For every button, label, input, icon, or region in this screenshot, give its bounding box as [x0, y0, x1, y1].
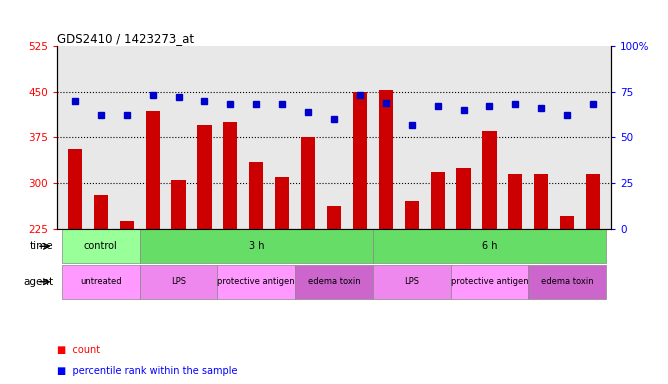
- Text: time: time: [30, 241, 53, 251]
- Bar: [217, 265, 295, 299]
- Bar: [140, 229, 373, 263]
- Bar: [223, 122, 238, 228]
- Bar: [140, 265, 217, 299]
- Bar: [146, 111, 160, 228]
- Bar: [482, 131, 496, 228]
- Text: LPS: LPS: [171, 277, 186, 286]
- Text: untreated: untreated: [80, 277, 122, 286]
- Bar: [94, 195, 108, 228]
- Text: 6 h: 6 h: [482, 241, 497, 251]
- Bar: [62, 229, 140, 263]
- Bar: [353, 92, 367, 228]
- Text: protective antigen: protective antigen: [451, 277, 528, 286]
- Bar: [275, 177, 289, 228]
- Bar: [301, 137, 315, 228]
- Bar: [67, 149, 82, 228]
- Bar: [379, 91, 393, 228]
- Bar: [586, 174, 601, 228]
- Bar: [534, 174, 548, 228]
- Bar: [456, 168, 471, 228]
- Bar: [295, 265, 373, 299]
- Text: 3 h: 3 h: [248, 241, 264, 251]
- Bar: [373, 265, 451, 299]
- Bar: [327, 206, 341, 228]
- Text: LPS: LPS: [404, 277, 420, 286]
- Bar: [249, 162, 263, 228]
- Text: ■  count: ■ count: [57, 345, 100, 355]
- Bar: [405, 201, 419, 228]
- Text: edema toxin: edema toxin: [541, 277, 593, 286]
- Bar: [62, 265, 140, 299]
- Text: protective antigen: protective antigen: [218, 277, 295, 286]
- Bar: [528, 265, 606, 299]
- Text: agent: agent: [23, 277, 53, 287]
- Bar: [172, 180, 186, 228]
- Bar: [451, 265, 528, 299]
- Text: control: control: [84, 241, 118, 251]
- Bar: [430, 172, 445, 228]
- Bar: [197, 125, 212, 228]
- Bar: [373, 229, 606, 263]
- Text: GDS2410 / 1423273_at: GDS2410 / 1423273_at: [57, 32, 194, 45]
- Bar: [560, 217, 574, 228]
- Text: edema toxin: edema toxin: [308, 277, 360, 286]
- Bar: [120, 221, 134, 228]
- Bar: [508, 174, 522, 228]
- Text: ■  percentile rank within the sample: ■ percentile rank within the sample: [57, 366, 237, 376]
